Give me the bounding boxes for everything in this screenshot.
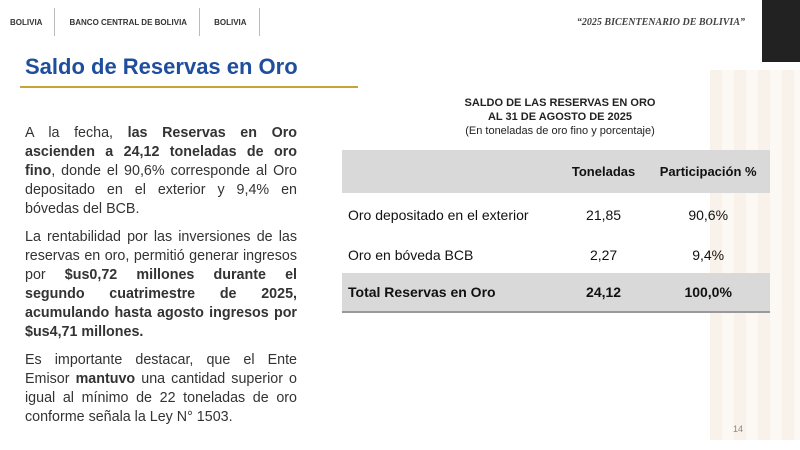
table-row: Oro en bóveda BCB 2,27 9,4% (342, 237, 770, 273)
table-cell: 21,85 (586, 207, 622, 223)
decoration (710, 70, 800, 440)
header-row: Toneladas Participación % (342, 150, 770, 193)
table: Toneladas Participación % Oro depositado e… (342, 150, 770, 313)
table-cell: Oro depositado en el exterior (348, 207, 529, 223)
table-title: SALDO DE LAS RESERVAS EN ORO AL 31 DE AGO… (400, 96, 720, 138)
table-cell: Total Reservas en Oro (342, 273, 561, 313)
table-cell: Oro en bóveda BCB (348, 247, 474, 263)
title-rule (20, 86, 358, 88)
paragraph: A la fecha, las Reservas en Oro asciende… (25, 124, 297, 219)
table-row: Oro depositado en el exterior 21,85 90,6% (342, 193, 770, 237)
table-cell: 100,0% (646, 273, 770, 313)
text-run: A la fecha, (25, 125, 128, 141)
paragraph: La rentabilidad por las inversiones de l… (25, 228, 297, 342)
page-number: 14 (733, 424, 744, 434)
logo-text: BOLIVIA (214, 8, 260, 36)
logo-text: BANCO CENTRAL DE BOLIVIA (69, 8, 201, 36)
table-subtitle: (En toneladas de oro fino y porcentaje) (465, 125, 655, 137)
table-cell: 24,12 (560, 273, 647, 313)
table-row: Total Reservas en Oro 24,12 100,0% (342, 273, 770, 313)
header-cell: Toneladas (560, 150, 647, 193)
logos: BOLIVIA BANCO CENTRAL DE BOLIVIA BOLIVIA (10, 8, 260, 36)
body-text: A la fecha, las Reservas en Oro asciende… (25, 124, 297, 436)
text-run: Es importante destacar, que el Ente Emis… (25, 352, 297, 387)
table-cell: 9,4% (692, 247, 725, 263)
text-run: las Reservas en Oro ascienden a 24,12 to… (25, 125, 297, 179)
text-run: mantuvo (75, 371, 136, 387)
text-run: $us0,72 millones durante el segundo cuat… (25, 267, 297, 340)
table-cell: 2,27 (589, 247, 618, 263)
motto: “2025 BICENTENARIO DE BOLIVIA” (576, 17, 745, 28)
paragraph: Es importante destacar, que el Ente Emis… (25, 351, 297, 427)
table-title-line: AL 31 DE AGOSTO DE 2025 (487, 111, 633, 123)
webcam-overlay (762, 0, 800, 62)
text-run: La rentabilidad por las inversiones de l… (25, 229, 297, 283)
slide-title: Saldo de Reservas en Oro (25, 54, 298, 79)
text-run: una cantidad superior o igual al mínimo … (25, 371, 297, 425)
logo-text: BOLIVIA (10, 8, 56, 36)
header-cell (342, 150, 561, 193)
table-title-line: SALDO DE LAS RESERVAS EN ORO (464, 97, 656, 109)
header-cell: Participación % (646, 150, 770, 193)
table-cell: 90,6% (688, 207, 729, 223)
text-run: , donde el 90,6% corresponde al Oro depo… (25, 163, 297, 217)
